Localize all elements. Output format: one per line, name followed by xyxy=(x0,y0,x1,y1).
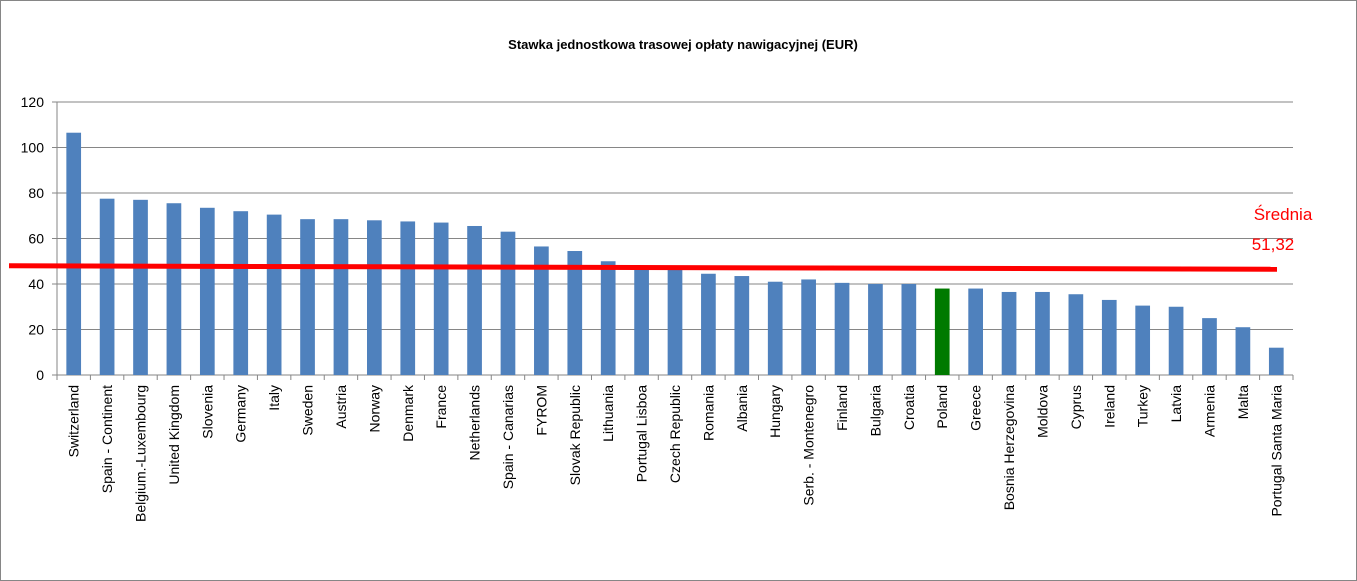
x-category-label: Moldova xyxy=(1034,385,1050,438)
bar-italy xyxy=(266,214,282,375)
bar-belgium-luxembourg xyxy=(133,199,148,375)
x-category-label: Netherlands xyxy=(467,385,483,461)
bar-malta xyxy=(1235,327,1251,375)
bar-denmark xyxy=(400,221,416,375)
bar-turkey xyxy=(1135,305,1151,375)
x-category-label: Germany xyxy=(233,385,249,443)
x-category-label: Malta xyxy=(1235,385,1251,419)
chart-title: Stawka jednostkowa trasowej opłaty nawig… xyxy=(508,37,858,52)
bar-spain-continent xyxy=(99,198,115,375)
y-axis-ticks: 0 20 40 60 80 100 120 xyxy=(21,94,45,383)
x-category-label: Italy xyxy=(266,385,282,411)
y-tick-label: 60 xyxy=(28,231,44,247)
x-category-label: Poland xyxy=(934,385,950,429)
x-category-label: Albania xyxy=(734,385,750,432)
bar-sweden xyxy=(300,219,315,375)
bar-ireland xyxy=(1101,299,1117,375)
bar-austria xyxy=(333,219,349,375)
bar-spain-canarias xyxy=(500,231,516,375)
x-category-label: Switzerland xyxy=(66,385,82,457)
bar-serb-montenegro xyxy=(801,279,816,375)
average-line xyxy=(8,263,1278,272)
x-category-label: Latvia xyxy=(1168,385,1184,423)
x-category-label: Slovenia xyxy=(199,385,215,439)
x-category-label: Greece xyxy=(968,385,984,431)
bars xyxy=(66,132,1284,375)
average-label: Średnia xyxy=(1254,205,1313,224)
x-category-label: Finland xyxy=(834,385,850,431)
bar-cyprus xyxy=(1068,294,1084,375)
x-category-label: France xyxy=(433,385,449,429)
bar-slovak-republic xyxy=(567,251,583,375)
bar-albania xyxy=(734,276,750,375)
bar-switzerland xyxy=(66,132,82,375)
bar-portugal-lisboa xyxy=(634,268,649,375)
x-category-label: United Kingdom xyxy=(166,385,182,485)
bar-czech-republic xyxy=(667,269,683,375)
bar-fyrom xyxy=(534,246,549,375)
x-category-label: Spain - Continent xyxy=(99,385,115,493)
bar-hungary xyxy=(767,281,783,375)
bar-portugal-santa-maria xyxy=(1268,347,1284,375)
x-category-label: FYROM xyxy=(533,385,549,436)
x-category-label: Slovak Republic xyxy=(567,385,583,485)
x-category-label: Bosnia Herzegovina xyxy=(1001,385,1017,511)
bar-croatia xyxy=(901,284,917,375)
x-category-label: Portugal Lisboa xyxy=(634,385,650,483)
y-tick-label: 0 xyxy=(36,367,44,383)
y-tick-label: 20 xyxy=(28,322,44,338)
bar-armenia xyxy=(1202,318,1217,375)
bar-moldova xyxy=(1035,291,1050,375)
bar-slovenia xyxy=(199,207,215,375)
y-tick-label: 100 xyxy=(21,140,45,156)
bar-romania xyxy=(701,273,716,375)
bar-netherlands xyxy=(467,225,482,375)
x-category-label: Lithuania xyxy=(600,385,616,442)
bar-finland xyxy=(834,282,850,375)
bar-germany xyxy=(233,211,249,375)
grid-lines xyxy=(52,101,1294,380)
average-value: 51,32 xyxy=(1252,235,1295,254)
y-tick-label: 80 xyxy=(28,185,44,201)
x-category-label: Serb. - Montenegro xyxy=(801,385,817,506)
bar-bulgaria xyxy=(868,284,883,375)
bar-latvia xyxy=(1168,306,1184,375)
x-category-label: Czech Republic xyxy=(667,385,683,483)
x-axis-categories: Switzerland Spain - Continent Belgium.-Lux… xyxy=(66,384,1285,522)
y-tick-label: 40 xyxy=(28,276,44,292)
x-category-label: Romania xyxy=(700,385,716,441)
y-tick-label: 120 xyxy=(21,94,45,110)
x-category-label: Croatia xyxy=(901,385,917,430)
x-category-label: Portugal Santa Maria xyxy=(1268,385,1284,517)
x-category-label: Hungary xyxy=(767,385,783,438)
x-category-label: Denmark xyxy=(400,384,416,442)
bar-poland xyxy=(934,288,950,375)
bar-greece xyxy=(968,288,983,375)
bar-bosnia-herzegovina xyxy=(1001,291,1017,375)
bar-france xyxy=(433,222,449,375)
x-category-label: Belgium.-Luxembourg xyxy=(133,385,149,522)
x-category-label: Austria xyxy=(333,385,349,429)
x-category-label: Sweden xyxy=(300,385,316,436)
x-category-label: Norway xyxy=(366,385,382,432)
bar-united-kingdom xyxy=(166,203,182,375)
x-category-label: Bulgaria xyxy=(867,385,883,437)
x-category-label: Armenia xyxy=(1201,385,1217,437)
x-category-label: Turkey xyxy=(1135,385,1151,427)
bar-lithuania xyxy=(600,261,616,375)
x-category-label: Spain - Canarias xyxy=(500,385,516,489)
bar-norway xyxy=(367,220,382,375)
x-category-label: Cyprus xyxy=(1068,385,1084,429)
x-category-label: Ireland xyxy=(1101,385,1117,428)
